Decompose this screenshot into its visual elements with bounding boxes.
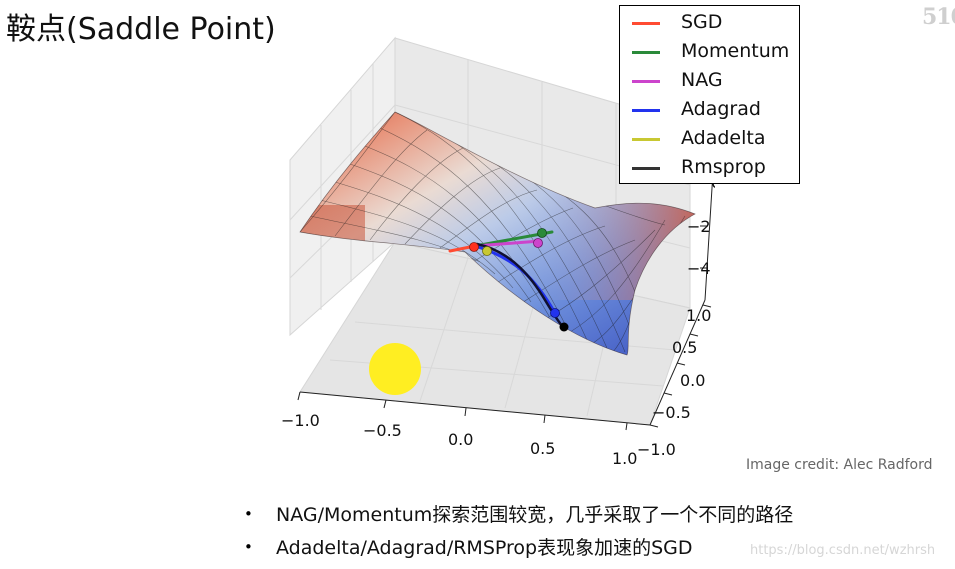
- optimizer-markers: [469, 228, 569, 332]
- legend-item-rmsprop: Rmsprop: [620, 154, 799, 182]
- surface-outline: [299, 111, 696, 356]
- legend-swatch: [632, 109, 660, 112]
- legend-label: Rmsprop: [681, 156, 766, 178]
- x-tick-label: 1.0: [612, 449, 637, 468]
- legend-label: Adagrad: [681, 98, 761, 120]
- y-tick-label: −0.5: [652, 403, 691, 422]
- x-tick-label: −1.0: [281, 411, 320, 430]
- sgd-marker: [469, 242, 479, 252]
- legend-label: SGD: [681, 11, 723, 33]
- y-tick-label: 1.0: [686, 306, 711, 325]
- yellow-ball: [369, 343, 421, 395]
- legend-swatch: [632, 138, 660, 141]
- legend-item-nag: NAG: [620, 67, 799, 95]
- z-tick-label: −2: [687, 217, 711, 236]
- rmsprop-path: [475, 242, 565, 329]
- legend-item-adagrad: Adagrad: [620, 96, 799, 124]
- watermark: https://blog.csdn.net/wzhrsh: [750, 543, 936, 558]
- legend-swatch: [632, 80, 660, 83]
- bullet-icon: •: [244, 505, 253, 523]
- z-tick-label: −4: [687, 259, 711, 278]
- slide-number: 510: [922, 4, 955, 30]
- legend-item-momentum: Momentum: [620, 38, 799, 66]
- legend-swatch: [632, 167, 660, 170]
- legend: SGD Momentum NAG Adagrad Adadelta Rmspro…: [619, 5, 800, 184]
- image-credit: Image credit: Alec Radford: [746, 457, 933, 473]
- x-tick-label: 0.0: [448, 430, 473, 449]
- y-tick-label: 0.5: [672, 338, 697, 357]
- x-tick-label: 0.5: [530, 439, 555, 458]
- y-tick-label: 0.0: [680, 371, 705, 390]
- legend-swatch: [632, 22, 660, 25]
- legend-label: Adadelta: [681, 127, 766, 149]
- momentum-marker: [537, 228, 547, 238]
- legend-item-adadelta: Adadelta: [620, 125, 799, 153]
- adadelta-marker: [482, 246, 492, 256]
- bullet-text: NAG/Momentum探索范围较宽，几乎采取了一个不同的路径: [276, 504, 794, 526]
- bullet-text: Adadelta/Adagrad/RMSProp表现象加速的SGD: [276, 537, 693, 559]
- legend-label: NAG: [681, 69, 723, 91]
- x-axis-ticks: [297, 391, 628, 431]
- y-axis-ticks: [649, 304, 712, 428]
- saddle-surface-plot: −1.0 −0.5 0.0 0.5 1.0 −1.0 −0.5 0.0 0.5 …: [281, 36, 715, 468]
- nag-marker: [533, 238, 543, 248]
- legend-swatch: [632, 51, 660, 54]
- slide-title: 鞍点(Saddle Point): [6, 12, 276, 47]
- y-tick-label: −1.0: [637, 440, 676, 459]
- rmsprop-marker: [559, 322, 569, 332]
- legend-label: Momentum: [681, 40, 790, 62]
- adagrad-marker: [550, 308, 560, 318]
- bullet-icon: •: [244, 538, 253, 556]
- legend-item-sgd: SGD: [620, 9, 799, 37]
- x-tick-label: −0.5: [363, 421, 402, 440]
